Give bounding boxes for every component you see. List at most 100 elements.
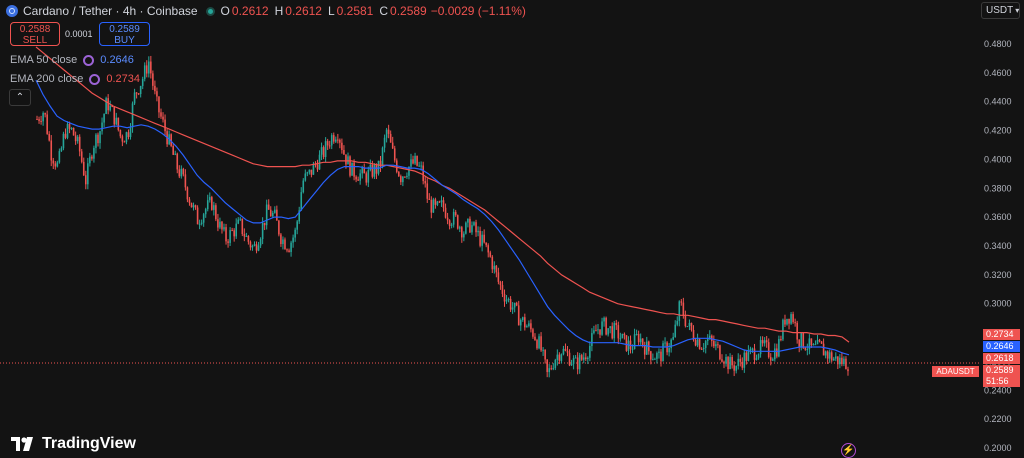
candle-body <box>225 227 227 242</box>
candle-body <box>674 324 677 338</box>
candle-body <box>412 159 414 164</box>
candle-body <box>645 341 648 355</box>
candle-body <box>564 348 567 351</box>
candle-body <box>656 353 658 359</box>
candle-body <box>174 153 177 155</box>
candle-body <box>426 183 429 199</box>
candle-body <box>164 119 166 132</box>
candle-body <box>517 305 520 326</box>
candle-body <box>501 285 504 294</box>
candle-body <box>379 160 382 167</box>
open-label: O <box>220 4 230 18</box>
candle-body <box>400 176 402 183</box>
candle-body <box>534 336 536 341</box>
candle-body <box>495 265 498 273</box>
symbol-title[interactable]: Cardano / Tether · 4h · Coinbase <box>23 4 198 18</box>
candle-body <box>774 348 776 360</box>
candle-body <box>589 346 591 358</box>
candle-body <box>609 326 611 329</box>
candle-body <box>737 358 740 366</box>
candle-body <box>704 341 707 348</box>
candle-body <box>670 339 672 349</box>
candle-body <box>560 354 563 361</box>
ema50-legend[interactable]: EMA 50 close 0.2646 <box>10 54 134 66</box>
candle-body <box>70 127 73 129</box>
candle-body <box>48 133 51 141</box>
candle-body <box>387 129 390 134</box>
candle-body <box>524 317 526 328</box>
candle-body <box>158 96 160 113</box>
candle-body <box>192 205 195 208</box>
candle-body <box>739 358 742 362</box>
candle-body <box>658 351 660 354</box>
tradingview-logo[interactable]: TradingView <box>11 435 136 453</box>
candle-body <box>544 349 546 360</box>
candle-body <box>780 339 782 341</box>
candle-body <box>308 169 311 173</box>
candle-body <box>206 200 209 210</box>
candle-body <box>548 368 551 373</box>
candle-body <box>184 174 187 188</box>
candle-body <box>135 92 138 94</box>
candle-body <box>839 357 841 365</box>
candle-body <box>227 241 229 243</box>
ema200-legend[interactable]: EMA 200 close 0.2734 <box>10 73 140 85</box>
ema200-label: EMA 200 close <box>10 73 84 85</box>
candle-body <box>343 150 345 155</box>
candle-body <box>410 159 412 167</box>
spread-value: 0.0001 <box>65 29 93 39</box>
candle-body <box>440 200 443 203</box>
candle-body <box>483 234 485 243</box>
candle-body <box>418 165 420 167</box>
candle-body <box>834 356 837 359</box>
candle-body <box>408 166 410 176</box>
buy-price: 0.2589 <box>109 24 140 35</box>
candle-body <box>607 328 609 335</box>
y-tick-label: 0.3800 <box>984 183 1012 193</box>
candle-body <box>328 145 331 147</box>
candle-body <box>371 164 374 177</box>
lightning-icon[interactable]: ⚡ <box>841 443 856 458</box>
candle-body <box>322 147 325 157</box>
sell-price: 0.2588 <box>19 24 51 35</box>
candle-body <box>406 175 408 177</box>
currency-selector[interactable]: USDT ▾ <box>981 2 1020 19</box>
candle-body <box>76 136 79 142</box>
candle-body <box>64 133 67 138</box>
candle-body <box>46 114 48 134</box>
candle-body <box>725 357 727 364</box>
candle-body <box>446 217 449 221</box>
candle-body <box>745 352 748 361</box>
candle-body <box>814 344 817 346</box>
candle-body <box>603 317 605 322</box>
candle-body <box>243 234 246 237</box>
candle-body <box>162 116 164 120</box>
candle-body <box>552 368 555 370</box>
candle-body <box>304 173 307 181</box>
candle-body <box>792 314 794 323</box>
buy-button[interactable]: 0.2589 BUY <box>99 22 150 46</box>
loading-icon <box>89 73 101 85</box>
candle-body <box>505 299 508 302</box>
candle-body <box>528 323 530 327</box>
candle-body <box>662 343 664 362</box>
high-value: 0.2612 <box>285 4 322 18</box>
sell-button[interactable]: 0.2588 SELL <box>10 22 60 46</box>
candle-body <box>389 133 392 143</box>
candle-body <box>345 154 347 165</box>
chevron-up-icon[interactable]: ⌃ <box>9 89 31 106</box>
candle-body <box>467 218 469 223</box>
candle-body <box>536 340 538 349</box>
candle-body <box>830 352 833 361</box>
candle-body <box>150 61 152 74</box>
candle-body <box>66 123 69 138</box>
market-open-icon <box>205 6 215 16</box>
candle-body <box>393 148 396 161</box>
candle-body <box>245 236 248 238</box>
candle-body <box>652 358 654 360</box>
candle-body <box>194 205 197 208</box>
candle-body <box>837 356 839 365</box>
candle-body <box>160 112 162 117</box>
candle-body <box>802 333 805 348</box>
